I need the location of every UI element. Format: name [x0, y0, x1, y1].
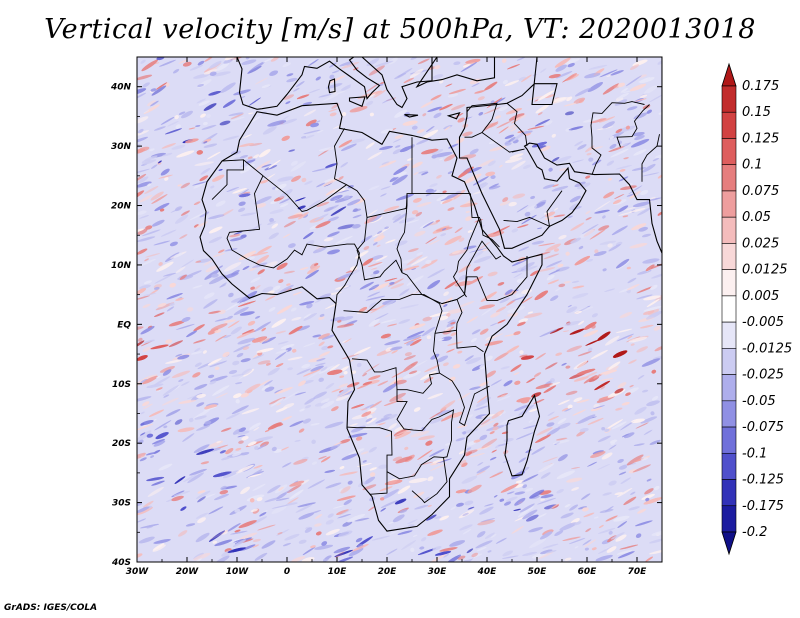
y-tick-label: 10N — [111, 261, 132, 271]
border-south — [386, 456, 448, 504]
x-tick-label: 10W — [226, 567, 250, 577]
x-tick-label: 40E — [477, 567, 498, 577]
colorbar-segment — [721, 85, 737, 113]
coast-srilanka — [685, 268, 697, 283]
colorbar-segment — [721, 479, 737, 507]
map-frame — [136, 56, 663, 563]
border-iran-iraq — [506, 102, 528, 147]
colorbar-label: -0.05 — [742, 394, 776, 409]
colorbar: 0.175 0.15 0.125 0.1 0.075 0.05 0.025 0.0125 0.0… — [721, 62, 792, 556]
colorbar-segment — [721, 243, 737, 270]
colorbar-segment — [721, 374, 737, 402]
border-pak-india — [641, 134, 660, 182]
border-levant — [464, 102, 498, 138]
x-tick-label: 60E — [578, 567, 598, 577]
colorbar-segment — [721, 426, 737, 454]
coast-sardinia — [327, 78, 336, 94]
colorbar-label: 0.125 — [742, 131, 779, 146]
colorbar-label: 0.15 — [742, 105, 771, 120]
y-tick-label: 20N — [111, 202, 132, 212]
colorbar-segment — [721, 111, 737, 139]
border-eritrea — [480, 218, 500, 248]
axis-ticks: 30W 20W 10W 0 10E 20E 30E 40E 50E 60E 70E 40N 30N 20N… — [110, 57, 662, 577]
y-tick-label: 10S — [112, 380, 131, 390]
colorbar-label: -0.1 — [742, 446, 767, 461]
colorbar-label: 0.005 — [742, 289, 779, 304]
credit-label: GrADS: IGES/COLA — [4, 603, 98, 613]
border-sahel — [226, 159, 360, 269]
x-tick-label: 0 — [284, 567, 290, 577]
x-tick-label: 50E — [528, 567, 548, 577]
border-cameroon-nigeria — [335, 253, 360, 304]
colorbar-label: -0.175 — [742, 499, 784, 514]
coast-blacksea-south — [415, 57, 496, 89]
border-sudan-chad — [396, 193, 408, 273]
border-tanzania-north — [434, 329, 484, 353]
colorbar-segment — [721, 452, 737, 480]
colorbar-label: -0.125 — [742, 473, 784, 488]
colorbar-segment — [721, 321, 737, 349]
colorbar-label: -0.2 — [742, 525, 767, 540]
colorbar-top-arrow — [721, 62, 737, 87]
colorbar-segment — [721, 400, 737, 428]
colorbar-segment — [721, 348, 737, 375]
colorbar-segment — [721, 269, 737, 297]
border-iraq — [481, 132, 525, 153]
colorbar-label: 0.1 — [742, 158, 763, 173]
border-iran-pak — [590, 101, 645, 175]
colorbar-label: -0.025 — [742, 368, 784, 383]
coast-crete — [404, 114, 419, 118]
border-zambia-zimbabwe — [396, 389, 455, 458]
x-tick-label: 20E — [378, 567, 398, 577]
x-tick-label: 20W — [176, 567, 200, 577]
colorbar-label: -0.075 — [742, 420, 784, 435]
x-tick-label: 70E — [628, 567, 648, 577]
border-malawi-mozambique — [439, 372, 490, 427]
border-uganda-kenya — [441, 298, 463, 331]
border-afghanistan — [616, 104, 650, 148]
colorbar-label: -0.005 — [742, 315, 784, 330]
border-ethiopia — [464, 240, 502, 295]
coast-madagascar — [504, 394, 541, 477]
y-tick-label: 30N — [111, 142, 132, 152]
colorbar-label: 0.075 — [742, 184, 779, 199]
border-congo — [343, 294, 443, 394]
y-tick-label: 40S — [111, 558, 131, 568]
map-title: Vertical velocity [m/s] at 500hPa, VT: 2… — [44, 14, 756, 45]
colorbar-segment — [721, 190, 737, 218]
coast-arabia-asia — [458, 57, 662, 254]
colorbar-segment — [721, 216, 737, 244]
velocity-field — [137, 57, 662, 562]
colorbar-label: 0.0125 — [742, 263, 788, 278]
colorbar-segment — [721, 505, 737, 533]
colorbar-label: 0.025 — [742, 236, 779, 251]
colorbar-label: 0.05 — [742, 210, 771, 225]
colorbar-label: -0.0125 — [742, 341, 792, 356]
coast-cyprus — [446, 111, 461, 120]
y-tick-label: 40N — [110, 83, 132, 93]
y-tick-label: EQ — [117, 320, 131, 330]
y-tick-label: 20S — [112, 439, 131, 449]
border-sudan-east — [452, 193, 481, 298]
x-tick-label: 30W — [126, 567, 150, 577]
coast-sicily — [348, 96, 366, 108]
coast-africa — [199, 102, 543, 532]
y-tick-label: 30S — [112, 499, 131, 509]
border-namibia — [346, 426, 393, 495]
colorbar-segment — [721, 295, 737, 323]
border-arabia — [503, 190, 563, 228]
colorbar-segment — [721, 164, 737, 192]
colorbar-bottom-arrow — [721, 531, 737, 556]
coast-europe — [236, 57, 433, 110]
colorbar-label: 0.175 — [742, 79, 779, 94]
border-libya-algeria — [334, 128, 347, 186]
x-tick-label: 10E — [328, 567, 348, 577]
coastlines — [199, 57, 697, 532]
x-tick-label: 30E — [428, 567, 448, 577]
border-ws — [211, 159, 244, 200]
colorbar-segment — [721, 138, 737, 166]
